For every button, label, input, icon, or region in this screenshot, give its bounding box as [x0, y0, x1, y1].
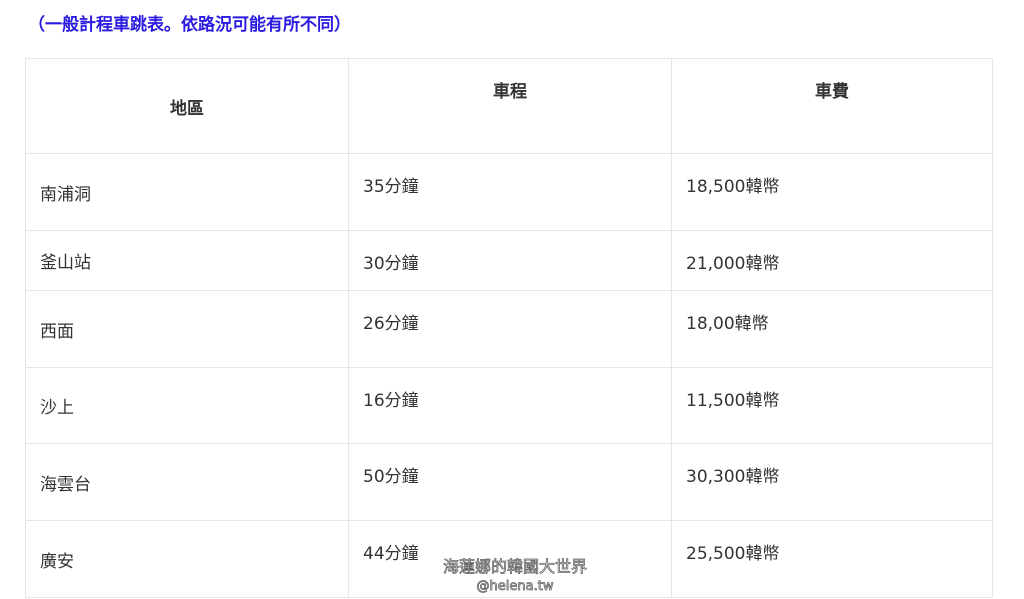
cell-travel-time: 35分鐘 [348, 153, 672, 231]
watermark-title: 海蓮娜的韓國大世界 [442, 557, 588, 577]
cell-fare: 30,300韓幣 [671, 443, 993, 521]
header-fare: 車費 [671, 58, 993, 154]
header-travel-time: 車程 [348, 58, 672, 154]
cell-travel-time: 26分鐘 [348, 290, 672, 368]
table-row: 海雲台 50分鐘 30,300韓幣 [25, 443, 993, 521]
cell-area: 廣安 [25, 520, 349, 598]
cell-area: 海雲台 [25, 443, 349, 521]
cell-area: 南浦洞 [25, 153, 349, 231]
header-area: 地區 [25, 58, 349, 154]
cell-fare: 18,500韓幣 [671, 153, 993, 231]
cell-fare: 25,500韓幣 [671, 520, 993, 598]
cell-travel-time: 50分鐘 [348, 443, 672, 521]
table-row: 南浦洞 35分鐘 18,500韓幣 [25, 153, 993, 231]
table-row: 廣安 44分鐘 25,500韓幣 [25, 520, 993, 598]
cell-fare: 18,00韓幣 [671, 290, 993, 368]
cell-area: 西面 [25, 290, 349, 368]
cell-travel-time: 44分鐘 [348, 520, 672, 598]
cell-area: 沙上 [25, 367, 349, 444]
cell-travel-time: 16分鐘 [348, 367, 672, 444]
table-row: 沙上 16分鐘 11,500韓幣 [25, 367, 993, 444]
cell-fare: 21,000韓幣 [671, 230, 993, 291]
watermark-handle: @helena.tw [476, 579, 554, 595]
cell-area: 釜山站 [25, 230, 349, 291]
taxi-fare-table: 地區 車程 車費 南浦洞 35分鐘 18,500韓幣 釜山站 30分鐘 21,000韓幣西… [25, 58, 993, 598]
table-header-row: 地區 車程 車費 [25, 58, 993, 154]
table-row: 西面 26分鐘 18,00韓幣 [25, 290, 993, 368]
taxi-fare-note: （一般計程車跳表。依路況可能有所不同） [28, 15, 351, 35]
cell-fare: 11,500韓幣 [671, 367, 993, 444]
watermark: 海蓮娜的韓國大世界 @helena.tw [430, 557, 600, 597]
table-row: 釜山站 30分鐘 21,000韓幣 [25, 230, 993, 291]
cell-travel-time: 30分鐘 [348, 230, 672, 291]
